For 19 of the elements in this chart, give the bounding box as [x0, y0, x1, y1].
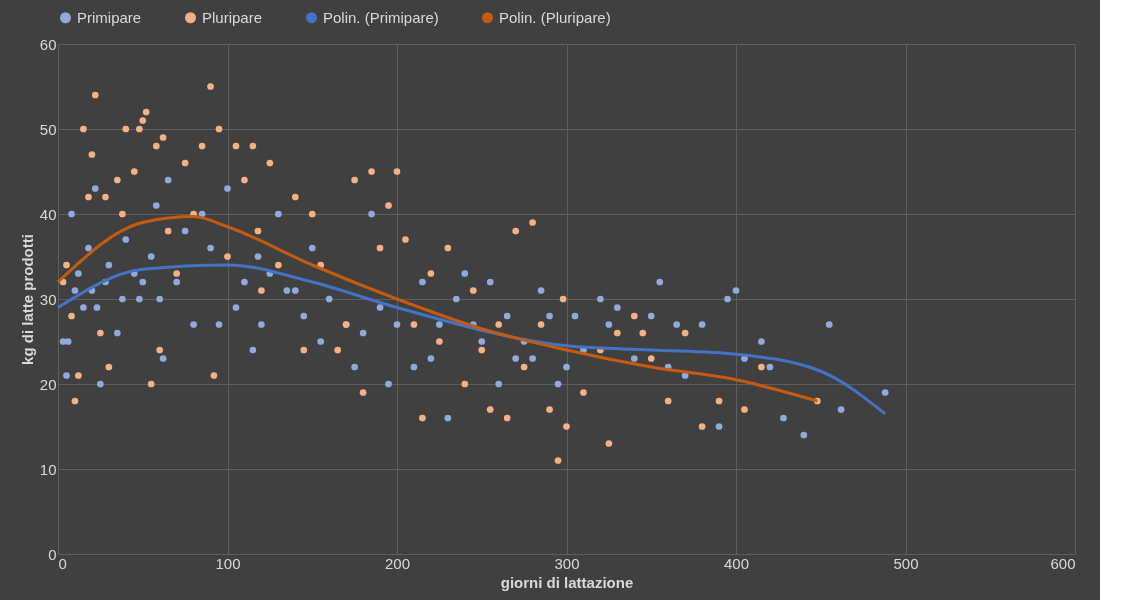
legend-label: Pluripare	[202, 8, 263, 26]
x-axis-title: giorni di lattazione	[500, 573, 634, 591]
legend-label: Primipare	[77, 8, 142, 26]
x-tick-label: 600	[1050, 554, 1076, 572]
x-tick-label: 200	[384, 554, 411, 572]
y-axis-title: kg di latte prodotti	[18, 234, 36, 365]
legend-label: Polin. (Pluripare)	[499, 8, 611, 26]
y-tick-label: 40	[39, 205, 57, 223]
y-tick-label: 50	[39, 120, 57, 138]
y-tick-label: 20	[39, 375, 57, 393]
x-tick-label: 300	[554, 554, 580, 572]
y-tick-label: 60	[39, 35, 57, 53]
legend-label: Polin. (Primipare)	[323, 8, 439, 26]
y-tick-label: 30	[39, 290, 57, 308]
y-tick-label: 10	[39, 460, 57, 478]
x-tick-label: 400	[723, 554, 750, 572]
line-series	[56, 263, 887, 416]
x-tick-label: 500	[893, 554, 919, 572]
x-tick-label: 100	[215, 554, 241, 572]
